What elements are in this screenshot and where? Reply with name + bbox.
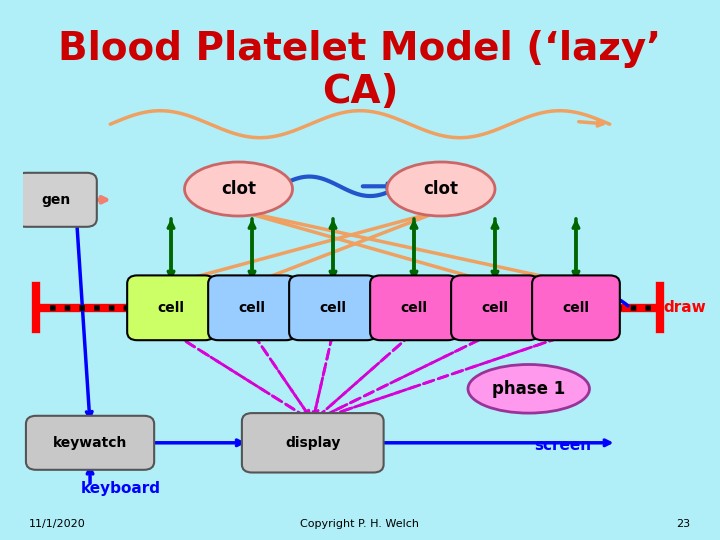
Text: screen: screen [534, 438, 591, 453]
Ellipse shape [184, 162, 292, 216]
FancyBboxPatch shape [242, 413, 384, 472]
Text: CA): CA) [322, 73, 398, 111]
Text: cell: cell [562, 301, 590, 315]
Text: cell: cell [320, 301, 346, 315]
FancyBboxPatch shape [16, 173, 96, 227]
Text: display: display [285, 436, 341, 450]
Text: keywatch: keywatch [53, 436, 127, 450]
FancyBboxPatch shape [451, 275, 539, 340]
Text: clot: clot [423, 180, 459, 198]
FancyBboxPatch shape [127, 275, 215, 340]
FancyBboxPatch shape [208, 275, 296, 340]
FancyBboxPatch shape [289, 275, 377, 340]
Text: keyboard: keyboard [81, 481, 161, 496]
Text: cell: cell [158, 301, 184, 315]
Text: gen: gen [42, 193, 71, 207]
Text: 11/1/2020: 11/1/2020 [30, 519, 86, 529]
Text: Blood Platelet Model (‘lazy’: Blood Platelet Model (‘lazy’ [58, 30, 662, 68]
Text: 23: 23 [677, 519, 690, 529]
Text: cell: cell [482, 301, 508, 315]
Text: clot: clot [221, 180, 256, 198]
Ellipse shape [468, 364, 590, 413]
Text: cell: cell [400, 301, 428, 315]
Ellipse shape [387, 162, 495, 216]
FancyBboxPatch shape [370, 275, 458, 340]
Text: phase 1: phase 1 [492, 380, 565, 398]
Text: Copyright P. H. Welch: Copyright P. H. Welch [300, 519, 420, 529]
FancyBboxPatch shape [532, 275, 620, 340]
FancyBboxPatch shape [26, 416, 154, 470]
Text: cell: cell [238, 301, 266, 315]
Text: draw: draw [664, 300, 706, 315]
